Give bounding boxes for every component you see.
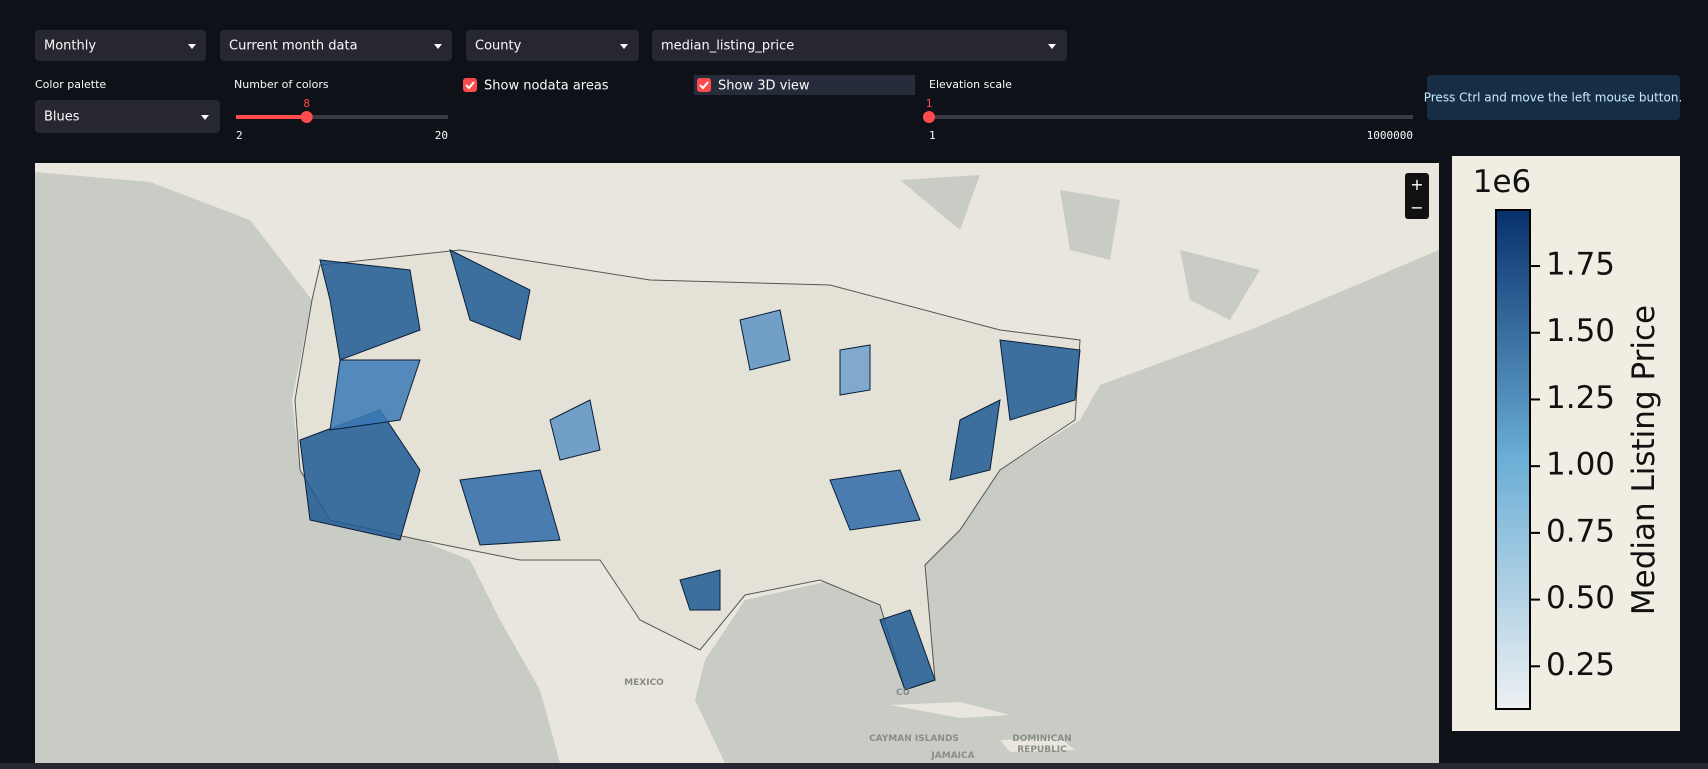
scale-select[interactable]: County [466,30,639,61]
slider-value: 8 [303,97,310,110]
nodata-checkbox[interactable]: Show nodata areas [463,78,609,94]
variable-select[interactable]: median_listing_price [652,30,1067,61]
period-select[interactable]: Current month data [220,30,452,61]
colorbar-tick-label: 0.75 [1546,513,1615,549]
colorbar-tick-label: 0.50 [1546,580,1615,616]
colorbar-title: Median Listing Price [1626,305,1662,615]
map-label: CU [896,688,910,698]
colors-label: Number of colors [234,78,329,91]
view3d-checkbox[interactable]: Show 3D view [694,75,915,95]
elevation-label: Elevation scale [929,78,1012,91]
checkbox-label: Show nodata areas [484,79,609,94]
map-label: MEXICO [624,678,664,688]
map-label: CAYMAN ISLANDS [869,734,959,744]
info-box: Press Ctrl and move the left mouse butto… [1424,75,1683,120]
select-value: Monthly [44,39,96,54]
select-value: median_listing_price [661,39,794,54]
colorbar-offset: 1e6 [1473,164,1532,200]
checkbox-label: Show 3D view [718,79,810,94]
slider-max: 20 [435,129,448,142]
slider-thumb [923,111,935,123]
select-value: Blues [44,110,80,125]
slider-thumb [300,111,313,123]
map-label: JAMAICA [930,751,974,761]
slider-max: 1000000 [1367,129,1413,142]
colorbar-tick-label: 1.75 [1546,247,1615,283]
frequency-select[interactable]: Monthly [35,30,206,61]
colors-slider[interactable]: 8 2 20 [236,97,448,142]
slider-min: 1 [929,129,936,142]
palette-select[interactable]: Blues [35,100,220,133]
colorbar-tick-label: 1.25 [1546,380,1615,416]
colorbar-tick-label: 1.00 [1546,447,1615,483]
map-label: REPUBLIC [1017,745,1067,755]
zoom-control[interactable]: +− [1405,173,1429,219]
elevation-slider[interactable]: 1 1 1000000 [923,97,1413,142]
info-text: Press Ctrl and move the left mouse butto… [1424,91,1683,105]
map-label: DOMINICAN [1012,734,1071,744]
colorbar-tick-label: 1.50 [1546,313,1615,349]
palette-label: Color palette [35,78,106,91]
slider-value: 1 [926,97,933,110]
zoom-out: − [1410,198,1423,217]
slider-min: 2 [236,129,243,142]
colorbar-panel [1452,156,1680,731]
colorbar-tick-label: 0.25 [1546,647,1615,683]
select-value: County [475,39,522,54]
colorbar [1495,209,1531,710]
zoom-in: + [1410,175,1423,194]
select-value: Current month data [229,39,358,54]
